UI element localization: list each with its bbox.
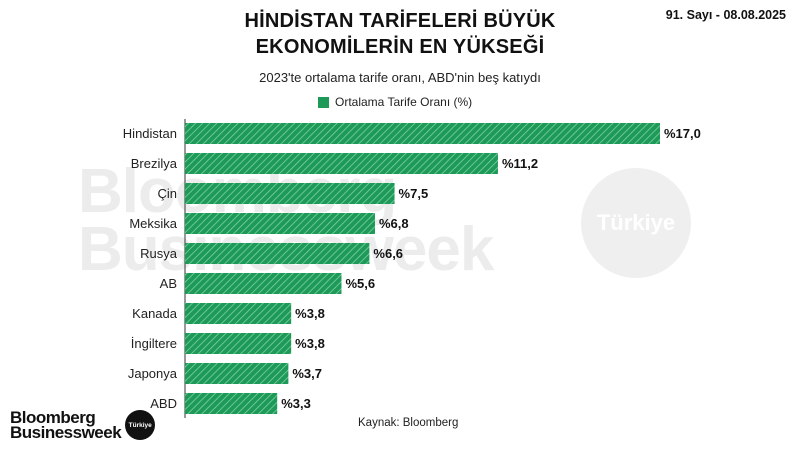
legend-swatch bbox=[318, 96, 329, 108]
bar bbox=[185, 123, 660, 144]
chart-subtitle: 2023'te ortalama tarife oranı, ABD'nin b… bbox=[259, 70, 541, 85]
bar bbox=[185, 213, 375, 234]
bar bbox=[185, 243, 370, 264]
watermark-badge: Türkiye bbox=[581, 168, 691, 278]
category-label: Rusya bbox=[140, 246, 178, 261]
legend: Ortalama Tarife Oranı (%) bbox=[318, 95, 472, 109]
category-label: İngiltere bbox=[131, 336, 177, 351]
bar bbox=[185, 303, 292, 324]
logo-line-2: Businessweek bbox=[10, 423, 122, 442]
title-line-2: EKONOMİLERİN EN YÜKSEĞİ bbox=[255, 36, 545, 58]
source-note: Kaynak: Bloomberg bbox=[358, 417, 459, 429]
category-label: Brezilya bbox=[131, 156, 178, 171]
data-label: %11,2 bbox=[502, 156, 538, 171]
brand-logo: Bloomberg Businessweek Türkiye bbox=[10, 408, 156, 442]
title-line-1: HİNDİSTAN TARİFELERİ BÜYÜK bbox=[244, 10, 556, 32]
legend-label: Ortalama Tarife Oranı (%) bbox=[335, 95, 473, 109]
chart-title: HİNDİSTAN TARİFELERİ BÜYÜK EKONOMİLERİN … bbox=[0, 8, 800, 60]
data-label: %6,8 bbox=[379, 216, 409, 231]
bar bbox=[185, 393, 278, 414]
bar bbox=[185, 363, 289, 384]
data-label: %5,6 bbox=[345, 276, 375, 291]
bar bbox=[185, 183, 395, 204]
bar bbox=[185, 273, 342, 294]
watermark-badge-text: Türkiye bbox=[596, 210, 676, 235]
data-label: %3,8 bbox=[295, 336, 325, 351]
category-label: AB bbox=[160, 276, 177, 291]
data-label: %17,0 bbox=[664, 126, 701, 141]
data-label: %3,8 bbox=[295, 306, 325, 321]
logo-badge: Türkiye bbox=[125, 410, 156, 440]
logo-wordmark: Bloomberg Businessweek bbox=[10, 408, 122, 442]
category-label: Meksika bbox=[129, 216, 177, 231]
data-label: %3,3 bbox=[281, 396, 311, 411]
data-label: %7,5 bbox=[399, 186, 429, 201]
bar bbox=[185, 333, 292, 354]
category-label: Kanada bbox=[132, 306, 178, 321]
category-label: Çin bbox=[157, 186, 177, 201]
bar bbox=[185, 153, 498, 174]
data-label: %3,7 bbox=[292, 366, 322, 381]
logo-line-1: Bloomberg bbox=[10, 408, 96, 427]
category-label: ABD bbox=[150, 396, 177, 411]
data-label: %6,6 bbox=[373, 246, 403, 261]
category-label: Japonya bbox=[128, 366, 178, 381]
category-label: Hindistan bbox=[123, 126, 177, 141]
issue-date: 91. Sayı - 08.08.2025 bbox=[665, 8, 786, 22]
